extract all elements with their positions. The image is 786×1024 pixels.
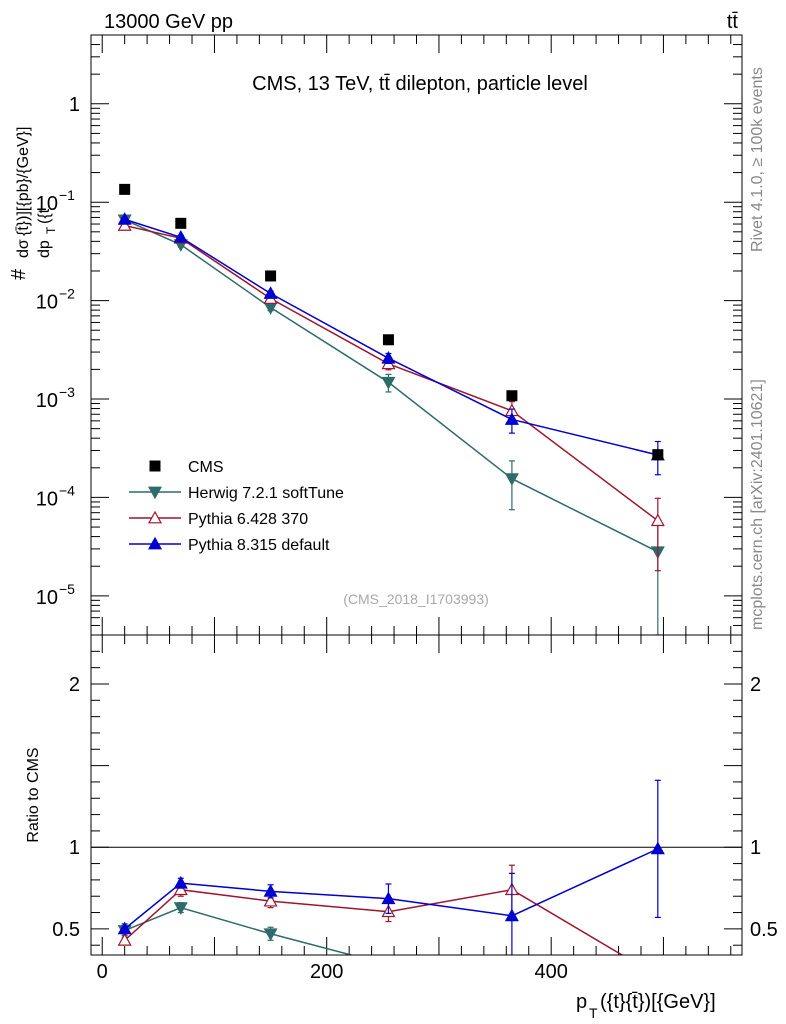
ratio-y-tick-label-right: 0.5 <box>750 919 778 941</box>
data-point <box>504 473 519 486</box>
y-tick-exponent: −5 <box>59 581 75 597</box>
x-label-tail: ({t}{t̄})[{GeV}] <box>600 991 716 1013</box>
data-point <box>506 983 518 994</box>
data-point <box>173 875 188 889</box>
ratio-y-tick-label: 2 <box>69 674 80 696</box>
top-y-tick-label: 10 −2 <box>36 286 75 314</box>
series-pythia-8-315-default <box>117 212 665 476</box>
ratio-y-axis-label: Ratio to CMS <box>25 747 42 842</box>
top-y-axis-label: # dσ dp T ({t {t̄})][{pb}/{GeV}] <box>8 127 58 280</box>
y-label-denominator-sub: T <box>44 226 58 234</box>
data-point <box>147 510 163 524</box>
rivet-label: Rivet 4.1.0, ≥ 100k events <box>749 67 766 252</box>
data-point <box>652 449 664 461</box>
series-line <box>124 848 659 930</box>
series-herwig-7-2-1-softtune <box>117 214 665 635</box>
y-label-numerator: dσ <box>15 239 32 258</box>
header-left: 13000 GeV pp <box>104 11 233 33</box>
legend-label: CMS <box>188 459 224 476</box>
data-point <box>382 334 394 346</box>
data-point <box>650 513 665 527</box>
legend-entry: Pythia 6.428 370 <box>129 510 308 528</box>
data-point <box>265 270 277 282</box>
data-point <box>652 970 664 981</box>
data-point <box>147 536 163 550</box>
y-tick-exponent: −4 <box>59 482 75 498</box>
legend-label: Pythia 8.315 default <box>188 537 330 554</box>
x-label-main: p <box>576 991 587 1013</box>
data-point <box>119 183 131 195</box>
data-point <box>504 412 519 425</box>
ratio-y-tick-label-right: 1 <box>750 837 761 859</box>
data-point <box>650 841 665 855</box>
data-point <box>173 902 188 915</box>
data-point <box>117 933 132 946</box>
y-label-denominator-tail: ({t <box>36 208 53 224</box>
y-label-hash: # <box>8 268 30 280</box>
top-y-tick-label: 10 −1 <box>36 187 75 215</box>
y-tick-exponent: −3 <box>59 384 75 400</box>
legend-entry: Pythia 8.315 default <box>129 536 330 554</box>
y-tick-base: 10 <box>36 292 58 314</box>
chart-title: CMS, 13 TeV, tt̄ dilepton, particle leve… <box>252 73 588 95</box>
y-tick-text: 1 <box>69 94 80 116</box>
y-label-denominator: dp <box>36 240 53 258</box>
data-point <box>381 376 396 390</box>
data-point <box>175 217 187 229</box>
data-point <box>263 893 278 907</box>
x-label-sub: T <box>589 1005 598 1021</box>
x-tick-label: 0 <box>97 961 108 983</box>
y-tick-exponent: −1 <box>59 187 75 203</box>
data-point <box>149 460 161 472</box>
ratio-y-tick-label-right: 2 <box>750 674 761 696</box>
mcplots-label: mcplots.cern.ch [arXiv:2401.10621] <box>749 379 766 630</box>
top-y-tick-label: 10 −5 <box>36 581 75 609</box>
legend-entry: Herwig 7.2.1 softTune <box>129 485 344 502</box>
y-tick-exponent: −2 <box>59 286 75 302</box>
y-label-numerator-tail: {t̄})][{pb}/{GeV}] <box>15 127 32 236</box>
legend-label: Pythia 6.428 370 <box>188 511 308 528</box>
data-point <box>173 230 188 243</box>
legend-label: Herwig 7.2.1 softTune <box>188 485 344 502</box>
data-point <box>117 212 132 225</box>
y-tick-base: 10 <box>36 587 58 609</box>
data-point <box>117 218 132 231</box>
ratio-y-tick-label: 1 <box>69 837 80 859</box>
ratio-y-tick-label: 0.5 <box>52 919 80 941</box>
series-pythia-8-315-default <box>117 779 665 955</box>
data-point <box>263 302 278 315</box>
data-point <box>381 891 396 905</box>
data-point <box>506 390 518 402</box>
data-point <box>381 350 396 364</box>
y-tick-base: 10 <box>36 390 58 412</box>
data-point <box>147 486 163 500</box>
ratio-plot-frame <box>90 634 743 956</box>
data-point <box>173 882 188 896</box>
data-point <box>263 286 278 299</box>
top-y-tick-label: 10 −4 <box>36 482 75 510</box>
x-axis-label: p T ({t}{t̄})[{GeV}] <box>576 991 716 1021</box>
y-tick-base: 10 <box>36 488 58 510</box>
header-right: tt̄ <box>727 11 739 33</box>
series-cms <box>119 183 664 461</box>
data-point <box>263 884 278 897</box>
legend-entry: CMS <box>149 459 224 476</box>
top-y-tick-label: 10 −3 <box>36 384 75 412</box>
data-point <box>504 908 519 922</box>
series-line <box>124 906 355 955</box>
data-point <box>382 960 394 971</box>
top-y-tick-label: 1 <box>69 94 80 116</box>
data-point <box>263 928 278 942</box>
data-point <box>117 921 132 935</box>
series-line <box>124 219 659 553</box>
y-tick-base: 10 <box>36 193 58 215</box>
series-line <box>124 218 658 456</box>
x-tick-label: 400 <box>535 961 568 983</box>
analysis-label: (CMS_2018_I1703993) <box>343 591 489 607</box>
x-tick-label: 200 <box>310 961 343 983</box>
series-line <box>124 224 659 522</box>
